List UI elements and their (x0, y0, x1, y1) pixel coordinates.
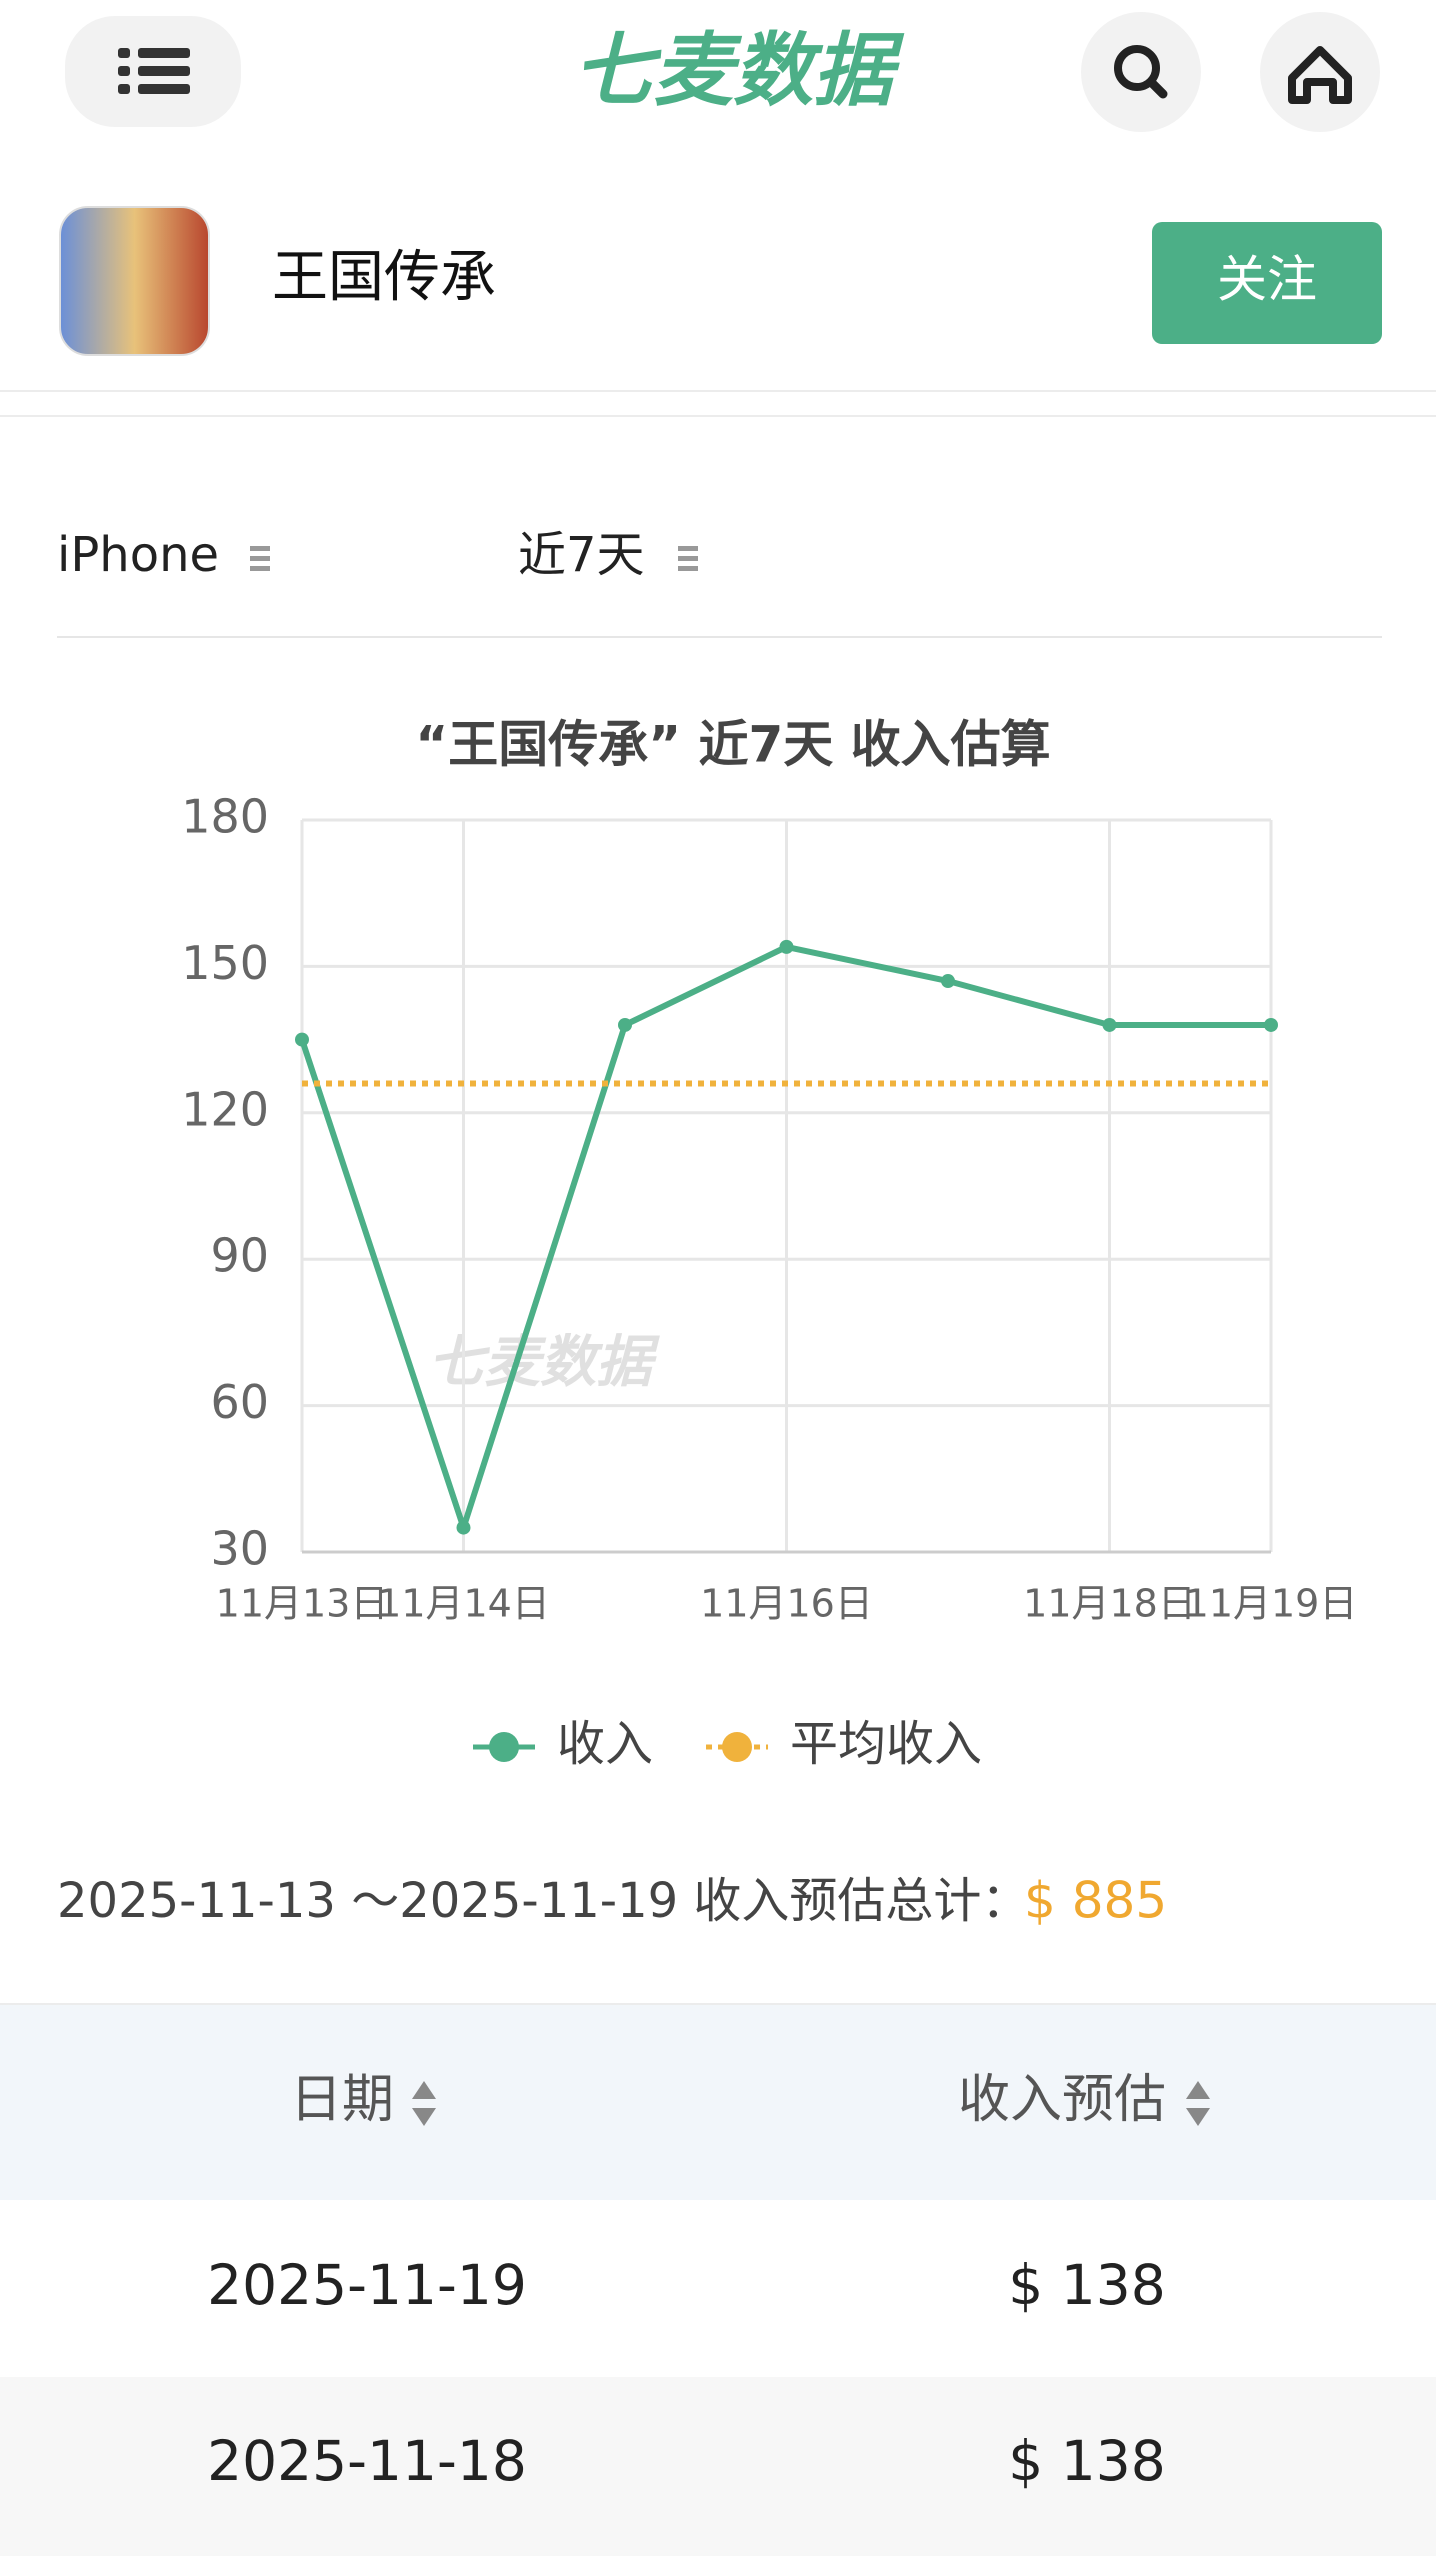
device-filter[interactable]: iPhone (57, 527, 219, 583)
data-point (456, 1520, 471, 1535)
x-tick-label: 11月14日 (377, 1582, 550, 1626)
home-button[interactable] (1260, 12, 1380, 132)
summary-range: 2025-11-13 ～2025-11-19 收入预估总计： (57, 1873, 1029, 1929)
x-tick-label: 11月16日 (700, 1582, 873, 1626)
y-tick-label: 90 (210, 1229, 269, 1283)
data-point (779, 939, 794, 954)
search-icon (1114, 45, 1160, 91)
data-point (1264, 1017, 1278, 1032)
app-icon (59, 206, 210, 356)
y-tick-label: 120 (181, 1082, 269, 1136)
table-row (0, 2377, 1436, 2556)
menu-icon (118, 48, 190, 94)
table-cell: 2025-11-19 (207, 2253, 527, 2317)
table-cell: $ 138 (1008, 2253, 1165, 2317)
table-header (0, 2005, 1436, 2200)
watermark: 七麦数据 (428, 1330, 660, 1395)
y-tick-label: 30 (210, 1522, 269, 1576)
table-row (0, 2200, 1436, 2377)
x-tick-label: 11月13日 (216, 1582, 389, 1626)
column-header[interactable]: 收入预估 (958, 2070, 1166, 2130)
summary-total: $ 885 (1024, 1872, 1167, 1930)
y-tick-label: 180 (181, 790, 269, 844)
table-cell: 2025-11-18 (207, 2429, 527, 2493)
legend-label[interactable]: 平均收入 (790, 1716, 982, 1772)
data-point (941, 974, 955, 989)
filter-icon (250, 546, 270, 571)
logo[interactable]: 七麦数据 (573, 24, 905, 117)
home-icon (1288, 46, 1352, 104)
column-header[interactable]: 日期 (290, 2070, 394, 2130)
y-tick-label: 150 (181, 936, 269, 990)
search-icon (1146, 77, 1168, 99)
search-button[interactable] (1081, 12, 1201, 132)
data-point (618, 1017, 632, 1032)
filter-icon (678, 546, 698, 571)
sort-icon[interactable] (1186, 2081, 1210, 2126)
app-name: 王国传承 (272, 245, 496, 310)
data-point (295, 1032, 309, 1047)
x-tick-label: 11月19日 (1185, 1582, 1358, 1626)
y-tick-label: 60 (210, 1375, 269, 1429)
period-filter[interactable]: 近7天 (518, 527, 645, 583)
legend-marker (722, 1732, 753, 1762)
table-cell: $ 138 (1008, 2429, 1165, 2493)
x-tick-label: 11月18日 (1023, 1582, 1196, 1626)
data-point (1102, 1017, 1117, 1032)
legend-label[interactable]: 收入 (557, 1716, 653, 1772)
legend-marker (489, 1732, 519, 1762)
chart-title: “王国传承” 近7天 收入估算 (415, 716, 1050, 774)
follow-label: 关注 (1217, 251, 1317, 309)
follow-button[interactable] (1152, 222, 1382, 344)
sort-icon[interactable] (412, 2081, 436, 2126)
